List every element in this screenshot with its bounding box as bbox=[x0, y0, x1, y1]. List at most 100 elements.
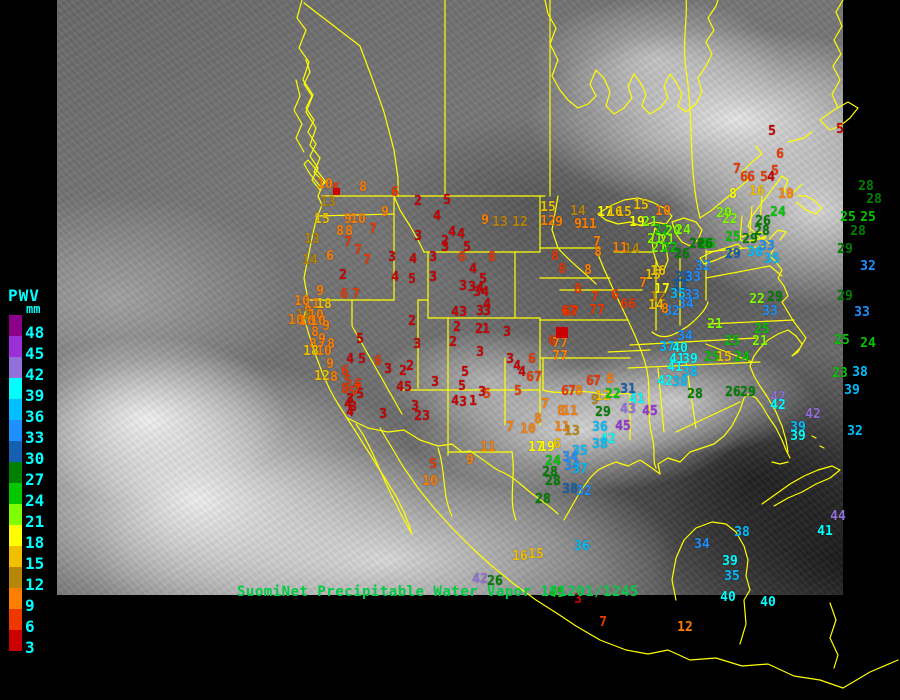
station-value: 14 bbox=[624, 241, 640, 257]
station-value: 4 bbox=[409, 251, 417, 267]
pwv-legend: PWV mm 48 45 42 39 36 33 30 27 24 21 18 15 12 9 6 3 bbox=[8, 286, 45, 657]
station-value: 7 bbox=[571, 304, 579, 320]
station-value: 9 bbox=[555, 214, 563, 230]
station-value: 3 bbox=[459, 304, 467, 320]
station-value: 6 bbox=[740, 169, 748, 185]
station-value: 35 bbox=[572, 443, 588, 459]
station-value: 42 bbox=[805, 406, 821, 422]
station-value: 6 bbox=[528, 351, 536, 367]
legend-row: 45 bbox=[8, 336, 44, 363]
station-value: 7 bbox=[593, 373, 601, 389]
station-value: 28 bbox=[850, 223, 866, 239]
coastline-st-lawrence bbox=[699, 0, 859, 219]
legend-value-label: 33 bbox=[25, 428, 45, 447]
station-value: 23 bbox=[832, 365, 848, 381]
station-value: 28 bbox=[866, 191, 882, 207]
station-value: 39 bbox=[682, 351, 698, 367]
legend-value-label: 12 bbox=[25, 575, 45, 594]
coastline-cuba bbox=[761, 465, 841, 507]
station-value: 4 bbox=[346, 351, 354, 367]
station-value: 38 bbox=[672, 374, 688, 390]
station-value: 4 bbox=[448, 224, 456, 240]
station-value: 6 bbox=[340, 286, 348, 302]
station-value: 3 bbox=[459, 394, 467, 410]
station-value: 3 bbox=[478, 384, 486, 400]
legend-unit: mm bbox=[26, 302, 41, 316]
station-value: 6 bbox=[563, 304, 571, 320]
station-value: 12 bbox=[296, 307, 312, 323]
station-value: 13 bbox=[564, 423, 580, 439]
station-value: 7 bbox=[318, 336, 326, 352]
coastline-florida-keys bbox=[771, 435, 825, 465]
station-value: 15 bbox=[540, 199, 556, 215]
legend-swatch bbox=[8, 567, 22, 588]
legend-value-label: 45 bbox=[25, 344, 45, 363]
station-value: 32 bbox=[695, 258, 711, 274]
station-value: 8 bbox=[558, 261, 566, 277]
station-value: 2 bbox=[475, 321, 483, 337]
station-value: 29 bbox=[837, 288, 853, 304]
station-value: 26 bbox=[700, 236, 716, 252]
station-value: 6 bbox=[354, 376, 362, 392]
station-value: 9 bbox=[326, 356, 334, 372]
state-borders-west bbox=[305, 195, 546, 456]
station-value: 25 bbox=[704, 349, 720, 365]
station-value: 5 bbox=[836, 121, 844, 137]
station-value: 5 bbox=[483, 386, 491, 402]
legend-swatch bbox=[8, 399, 22, 420]
station-value: 39 bbox=[790, 428, 806, 444]
coastline-hudson-bay bbox=[544, 0, 719, 115]
legend-title: PWV bbox=[8, 286, 40, 305]
lake-michigan bbox=[651, 227, 669, 271]
station-value: 26 bbox=[697, 236, 713, 252]
station-value: 4 bbox=[481, 284, 489, 300]
station-value: 3 bbox=[473, 284, 481, 300]
station-value: 17 bbox=[528, 439, 544, 455]
station-value: 5 bbox=[404, 379, 412, 395]
station-value: 37 bbox=[572, 461, 588, 477]
station-value: 21 bbox=[642, 214, 658, 230]
legend-swatch bbox=[8, 483, 22, 504]
station-value: 32 bbox=[847, 423, 863, 439]
station-value: 42 bbox=[600, 431, 616, 447]
station-value: 11 bbox=[304, 296, 320, 312]
coastline-east bbox=[749, 229, 807, 453]
station-value: 40 bbox=[672, 340, 688, 356]
station-value: 10 bbox=[294, 293, 310, 309]
station-value: 7 bbox=[352, 286, 360, 302]
station-value: 5 bbox=[429, 456, 437, 472]
station-value: 42 bbox=[770, 389, 786, 405]
lake-huron bbox=[671, 217, 703, 247]
station-value: 14 bbox=[570, 203, 586, 219]
legend-row: 6 bbox=[8, 609, 44, 636]
station-value: 33 bbox=[759, 238, 775, 254]
satellite-image bbox=[57, 0, 843, 595]
station-value: 35 bbox=[764, 251, 780, 267]
station-value: 39 bbox=[844, 382, 860, 398]
station-value: 29 bbox=[767, 289, 783, 305]
station-value: 29 bbox=[742, 231, 758, 247]
station-value: 4 bbox=[476, 280, 484, 296]
legend-swatch bbox=[8, 462, 22, 483]
station-value: 7 bbox=[506, 419, 514, 435]
legend-value-label: 24 bbox=[25, 491, 45, 510]
station-value: 2 bbox=[414, 408, 422, 424]
station-value: 26 bbox=[689, 236, 705, 252]
station-value: 14 bbox=[648, 297, 664, 313]
station-value: 33 bbox=[685, 269, 701, 285]
legend-value-label: 27 bbox=[25, 470, 45, 489]
station-value: 18 bbox=[303, 343, 319, 359]
station-value: 3 bbox=[379, 406, 387, 422]
legend-row: 24 bbox=[8, 483, 44, 510]
coastline-west bbox=[296, 0, 348, 419]
station-value: 22 bbox=[654, 222, 670, 238]
station-value: 25 bbox=[754, 321, 770, 337]
station-value: 7 bbox=[552, 335, 560, 351]
coastline-fjords bbox=[293, 59, 327, 191]
station-value: 6 bbox=[374, 353, 382, 369]
station-value: 8 bbox=[336, 223, 344, 239]
station-value: 5 bbox=[458, 378, 466, 394]
station-value: 39 bbox=[790, 419, 806, 435]
station-value: 5 bbox=[358, 351, 366, 367]
station-value: 6 bbox=[326, 248, 334, 264]
